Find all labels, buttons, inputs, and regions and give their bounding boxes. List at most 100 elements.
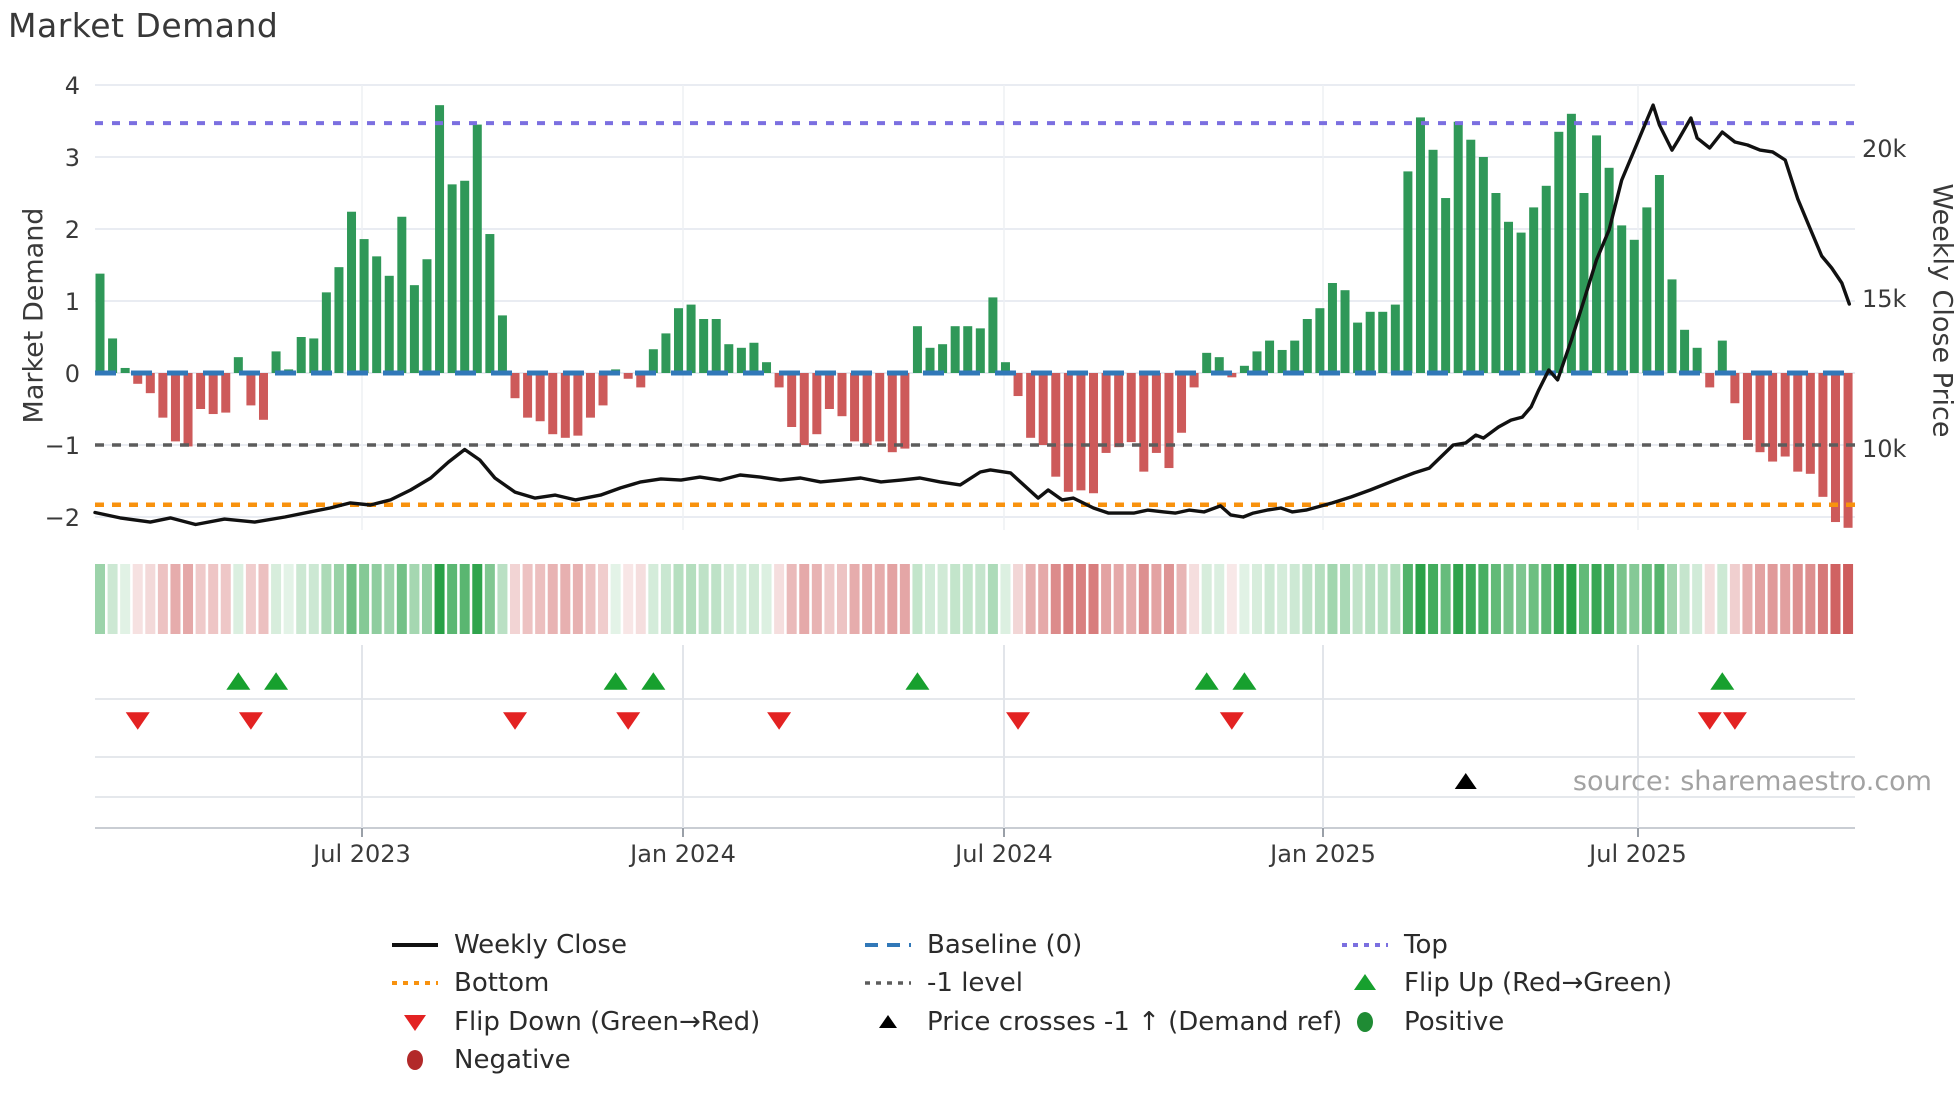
demand-bar-positive <box>497 315 507 373</box>
demand-bar-negative <box>158 373 168 418</box>
y-tick-label: −2 <box>45 504 80 532</box>
demand-bar-positive <box>447 184 457 373</box>
demand-bar-negative <box>1780 373 1790 457</box>
flip-down-marker <box>238 712 263 730</box>
demand-bar-positive <box>1466 139 1476 373</box>
heatmap-cell <box>1151 564 1162 634</box>
flip-up-marker <box>226 672 251 690</box>
demand-bar-positive <box>1327 283 1337 373</box>
demand-bar-negative <box>246 373 256 406</box>
demand-bar-negative <box>636 373 646 388</box>
demand-bar-positive <box>648 349 658 373</box>
heatmap-cell <box>912 564 923 634</box>
demand-bar-negative <box>799 373 809 445</box>
demand-bar-positive <box>1277 349 1287 373</box>
demand-bar-negative <box>560 373 570 438</box>
demand-bar-negative <box>850 373 860 442</box>
x-tick-label: Jul 2025 <box>1587 840 1687 868</box>
heatmap-cell <box>170 564 181 634</box>
demand-bar-positive <box>1252 351 1262 373</box>
demand-bar-negative <box>1830 373 1840 523</box>
flip-down-marker <box>1722 712 1747 730</box>
heatmap-cell <box>183 564 194 634</box>
heatmap-cell <box>1163 564 1174 634</box>
demand-bar-positive <box>1365 311 1375 373</box>
heatmap-cell <box>723 564 734 634</box>
price-tick-label: 20k <box>1862 135 1907 163</box>
heatmap-cell <box>1239 564 1250 634</box>
heatmap-cell <box>132 564 143 634</box>
heatmap-cell <box>120 564 131 634</box>
flip-down-marker <box>1006 712 1031 730</box>
heatmap-cell <box>836 564 847 634</box>
heatmap-cell <box>359 564 370 634</box>
demand-bar-negative <box>145 373 155 394</box>
demand-bar-negative <box>1742 373 1752 440</box>
demand-bar-positive <box>1667 279 1677 373</box>
demand-bar-negative <box>1768 373 1778 462</box>
demand-bar-positive <box>724 344 734 373</box>
demand-bar-positive <box>1441 198 1451 373</box>
demand-bar-negative <box>208 373 218 415</box>
demand-bar-negative <box>221 373 231 413</box>
demand-bar-negative <box>623 373 633 379</box>
demand-bar-positive <box>422 259 432 373</box>
heatmap-cell <box>887 564 898 634</box>
demand-bar-negative <box>837 373 847 417</box>
demand-bar-negative <box>535 373 545 422</box>
source-note: source: sharemaestro.com <box>1572 766 1932 797</box>
heatmap-cell <box>1679 564 1690 634</box>
x-tick-label: Jan 2025 <box>1268 840 1376 868</box>
heatmap-cell <box>1352 564 1363 634</box>
demand-bar-negative <box>774 373 784 388</box>
heatmap-cell <box>1101 564 1112 634</box>
demand-bar-positive <box>1529 207 1539 373</box>
flip-down-marker <box>616 712 641 730</box>
demand-bar-positive <box>1717 340 1727 373</box>
heatmap-cell <box>95 564 105 634</box>
heatmap-cell <box>774 564 785 634</box>
demand-bar-positive <box>309 338 319 373</box>
heatmap-cell <box>547 564 558 634</box>
demand-bar-negative <box>1705 373 1715 388</box>
demand-bar-positive <box>1629 239 1639 373</box>
demand-bar-positive <box>1453 121 1463 373</box>
heatmap-cell <box>1780 564 1791 634</box>
heatmap-cell <box>1025 564 1036 634</box>
heatmap-cell <box>1767 564 1778 634</box>
heatmap-cell <box>522 564 533 634</box>
demand-bar-positive <box>1202 352 1212 373</box>
heatmap-cell <box>1176 564 1187 634</box>
demand-bar-positive <box>1541 185 1551 373</box>
heatmap-cell <box>1729 564 1740 634</box>
demand-bar-positive <box>711 319 721 373</box>
demand-bar-positive <box>1491 193 1501 373</box>
heatmap-cell <box>1340 564 1351 634</box>
y-tick-label: 2 <box>65 216 80 244</box>
heatmap-cell <box>975 564 986 634</box>
demand-bar-positive <box>321 292 331 373</box>
heatmap-cell <box>321 564 332 634</box>
demand-bar-positive <box>1504 221 1514 373</box>
demand-bar-positive <box>1239 365 1249 373</box>
demand-bar-positive <box>1592 135 1602 373</box>
heatmap-cell <box>1692 564 1703 634</box>
flip-up-marker <box>264 672 289 690</box>
heatmap-cell <box>598 564 609 634</box>
demand-bar-negative <box>1843 373 1853 528</box>
demand-bar-positive <box>1340 290 1350 373</box>
demand-bar-positive <box>1554 131 1564 373</box>
heatmap-cell <box>1641 564 1652 634</box>
heatmap-cell <box>849 564 860 634</box>
demand-bar-positive <box>762 362 772 373</box>
demand-bar-negative <box>900 373 910 449</box>
demand-bar-negative <box>1793 373 1803 472</box>
y-tick-label: 4 <box>65 72 80 100</box>
demand-bar-negative <box>1089 373 1099 494</box>
heatmap-cell <box>497 564 508 634</box>
demand-bar-positive <box>736 347 746 373</box>
heatmap-cell <box>157 564 168 634</box>
heatmap-cell <box>1566 564 1577 634</box>
heatmap-cell <box>346 564 357 634</box>
